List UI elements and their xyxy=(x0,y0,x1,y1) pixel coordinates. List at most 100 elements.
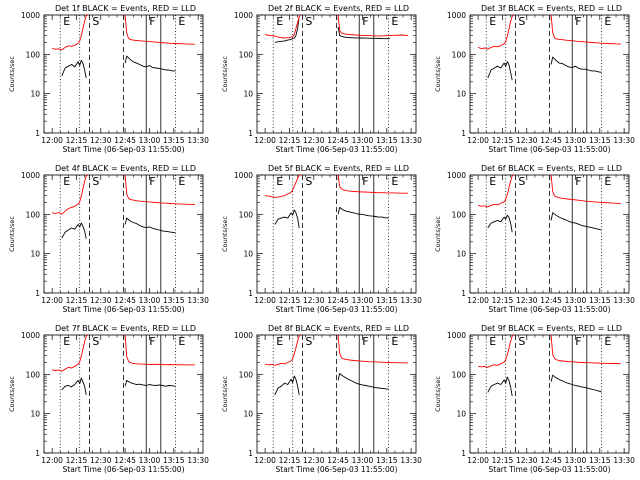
y-tick-label: 10 xyxy=(243,250,253,259)
x-tick-label: 13:15 xyxy=(589,296,611,305)
x-axis-label: Start Time (06-Sep-03 11:55:00) xyxy=(63,305,185,314)
x-tick-label: 12:15 xyxy=(492,456,514,465)
series-lld-segment-1 xyxy=(477,14,515,50)
marker-label: F xyxy=(362,175,368,188)
x-tick-label: 13:30 xyxy=(187,296,209,305)
x-tick-label: 13:30 xyxy=(613,296,635,305)
series-events-segment-2 xyxy=(337,206,389,219)
x-tick-label: 12:00 xyxy=(41,456,63,465)
x-axis-label: Start Time (06-Sep-03 11:55:00) xyxy=(489,305,611,314)
marker-label: S xyxy=(518,335,525,348)
chart-title: Det 2f BLACK = Events, RED = LLD xyxy=(268,4,409,13)
x-tick-label: 13:15 xyxy=(589,136,611,145)
x-tick-label: 12:30 xyxy=(90,136,112,145)
panel-det-5f: Det 5f BLACK = Events, RED = LLD 1 10 100 10… xyxy=(221,164,422,314)
chart-title: Det 4f BLACK = Events, RED = LLD xyxy=(55,164,196,173)
marker-label: E xyxy=(63,175,70,188)
x-tick-label: 12:00 xyxy=(467,136,489,145)
series-lld-segment-1 xyxy=(51,174,89,215)
panel-det-1f: Det 1f BLACK = Events, RED = LLD 1 10 100 10… xyxy=(8,4,209,154)
series-lld-segment-1 xyxy=(478,334,515,368)
series-events-segment-1 xyxy=(61,377,87,395)
y-tick-label: 1000 xyxy=(447,11,466,20)
marker-label: E xyxy=(178,335,185,348)
x-tick-label: 12:00 xyxy=(467,296,489,305)
series-lld-segment-2 xyxy=(124,14,195,45)
chart-title: Det 7f BLACK = Events, RED = LLD xyxy=(55,324,196,333)
series-lld-segment-1 xyxy=(52,334,89,372)
x-tick-label: 12:15 xyxy=(279,136,301,145)
x-tick-label: 13:15 xyxy=(163,136,185,145)
series-events-segment-2 xyxy=(337,26,390,40)
x-tick-label: 13:00 xyxy=(352,456,374,465)
marker-label: E xyxy=(604,175,611,188)
x-tick-label: 13:00 xyxy=(139,456,161,465)
marker-label: E xyxy=(391,175,398,188)
marker-label: F xyxy=(575,175,581,188)
chart-title: Det 8f BLACK = Events, RED = LLD xyxy=(268,324,409,333)
x-tick-label: 12:30 xyxy=(303,456,325,465)
x-tick-label: 13:30 xyxy=(187,136,209,145)
x-tick-label: 13:00 xyxy=(565,136,587,145)
y-tick-label: 1 xyxy=(461,129,466,138)
marker-label: S xyxy=(518,15,525,28)
marker-label: E xyxy=(391,15,398,28)
series-events-segment-1 xyxy=(61,222,87,239)
y-tick-label: 100 xyxy=(26,370,41,379)
series-events-segment-2 xyxy=(124,379,176,387)
x-tick-label: 13:30 xyxy=(400,296,422,305)
x-tick-label: 12:30 xyxy=(303,136,325,145)
series-lld-segment-2 xyxy=(124,334,195,366)
series-lld-segment-1 xyxy=(52,14,89,51)
x-tick-label: 12:45 xyxy=(114,136,136,145)
x-tick-label: 12:45 xyxy=(114,296,136,305)
y-tick-label: 10 xyxy=(30,250,40,259)
marker-label: F xyxy=(149,15,155,28)
marker-label: E xyxy=(489,335,496,348)
x-tick-label: 12:45 xyxy=(540,136,562,145)
y-tick-label: 1 xyxy=(248,449,253,458)
x-tick-label: 12:00 xyxy=(254,296,276,305)
marker-label: E xyxy=(604,15,611,28)
x-tick-label: 12:45 xyxy=(327,136,349,145)
series-events-segment-2 xyxy=(550,212,602,231)
series-lld-segment-1 xyxy=(265,174,301,198)
y-tick-label: 1000 xyxy=(447,171,466,180)
x-axis-label: Start Time (06-Sep-03 11:55:00) xyxy=(63,145,185,154)
y-axis-label: Counts/sec xyxy=(8,216,16,252)
x-tick-label: 12:30 xyxy=(516,136,538,145)
y-tick-label: 10 xyxy=(30,90,40,99)
x-tick-label: 13:30 xyxy=(613,136,635,145)
series-events-segment-1 xyxy=(487,61,513,81)
marker-label: E xyxy=(178,15,185,28)
x-tick-label: 12:15 xyxy=(279,296,301,305)
y-axis-label: Counts/sec xyxy=(8,376,16,412)
marker-label: S xyxy=(92,15,99,28)
series-lld-segment-1 xyxy=(265,14,302,39)
x-tick-label: 13:00 xyxy=(139,296,161,305)
series-lld-segment-2 xyxy=(550,174,621,204)
series-events-segment-2 xyxy=(550,56,602,73)
marker-label: E xyxy=(276,335,283,348)
marker-label: E xyxy=(178,175,185,188)
series-lld-segment-2 xyxy=(124,174,195,205)
marker-label: S xyxy=(92,335,99,348)
x-tick-label: 13:15 xyxy=(589,456,611,465)
marker-label: E xyxy=(63,15,70,28)
x-tick-label: 12:45 xyxy=(540,296,562,305)
y-tick-label: 1000 xyxy=(447,331,466,340)
x-tick-label: 13:30 xyxy=(400,136,422,145)
series-events-segment-1 xyxy=(274,209,300,229)
y-axis-label: Counts/sec xyxy=(8,56,16,92)
marker-label: E xyxy=(489,175,496,188)
x-axis-label: Start Time (06-Sep-03 11:55:00) xyxy=(276,145,398,154)
y-axis-label: Counts/sec xyxy=(221,56,229,92)
panel-det-4f: Det 4f BLACK = Events, RED = LLD 1 10 100 10… xyxy=(8,164,209,314)
marker-label: S xyxy=(305,175,312,188)
x-tick-label: 12:30 xyxy=(90,296,112,305)
x-tick-label: 13:00 xyxy=(565,456,587,465)
y-tick-label: 1000 xyxy=(21,171,40,180)
y-axis-label: Counts/sec xyxy=(434,216,442,252)
x-tick-label: 12:00 xyxy=(41,136,63,145)
